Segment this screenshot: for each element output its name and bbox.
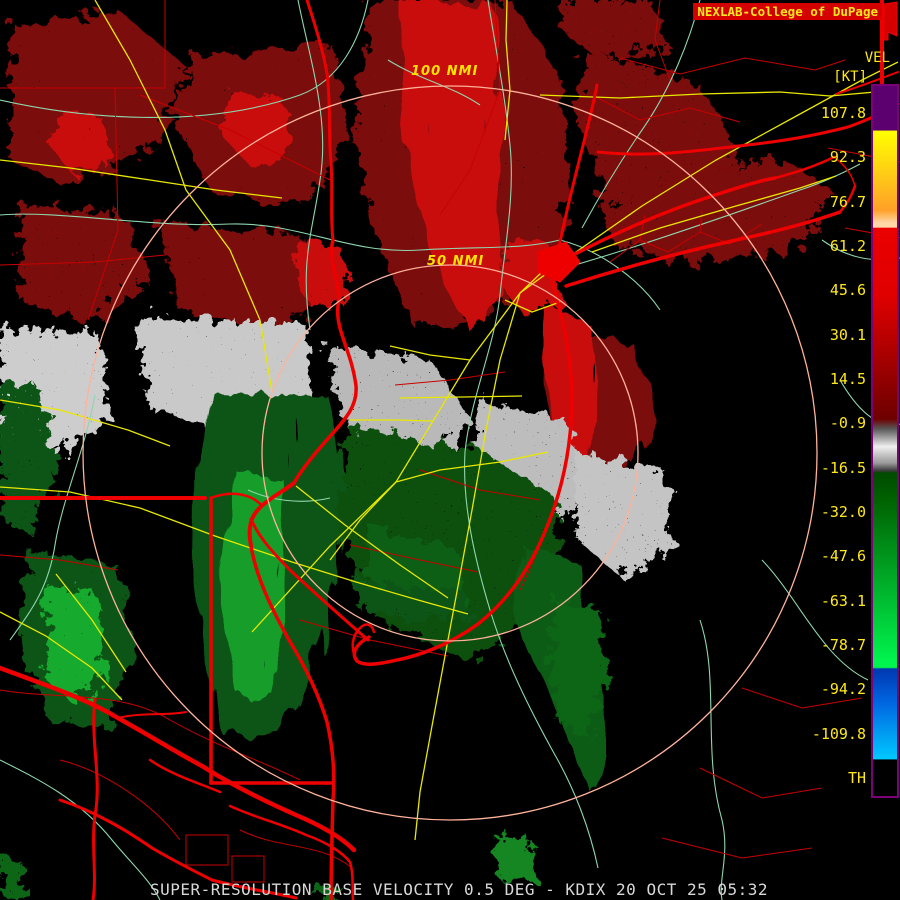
colorbar-tick: 45.6 [829, 281, 866, 299]
colorbar-tick: -0.9 [829, 414, 866, 432]
colorbar-tick: 76.7 [829, 193, 866, 211]
colorbar-tick: 14.5 [829, 370, 866, 388]
colorbar-tick: 30.1 [829, 326, 866, 344]
range-ring-50nmi [261, 264, 639, 642]
colorbar-tick: -109.8 [811, 725, 866, 743]
colorbar-tick: 107.8 [820, 104, 866, 122]
colorbar-tick: -63.1 [820, 592, 866, 610]
product-status-bar: SUPER-RESOLUTION BASE VELOCITY 0.5 DEG -… [149, 880, 769, 899]
range-ring-label-100nmi: 100 NMI [411, 64, 479, 79]
colorbar-field-label: VEL [864, 50, 890, 66]
colorbar-tick: 61.2 [829, 237, 866, 255]
colorbar-tick: -94.2 [820, 680, 866, 698]
echo-outbound-dark-layer [8, 0, 832, 478]
attribution-banner: NEXLAB-College of DuPage [693, 3, 882, 20]
colorbar-tick: -78.7 [820, 636, 866, 654]
colorbar-tick: -32.0 [820, 503, 866, 521]
colorbar-threshold-label: TH [847, 769, 866, 787]
colorbar-tick: -16.5 [820, 459, 866, 477]
echo-inbound-layer [0, 378, 612, 900]
range-ring-label-50nmi: 50 NMI [427, 254, 485, 269]
colorbar-tick: 92.3 [829, 148, 866, 166]
colorbar-tick: -47.6 [820, 547, 866, 565]
corner-flag-mark [883, 1, 898, 41]
velocity-colorbar [871, 84, 899, 798]
colorbar-units-label: [KT] [833, 69, 867, 85]
range-rings [82, 85, 818, 821]
range-ring-100nmi [82, 85, 818, 821]
